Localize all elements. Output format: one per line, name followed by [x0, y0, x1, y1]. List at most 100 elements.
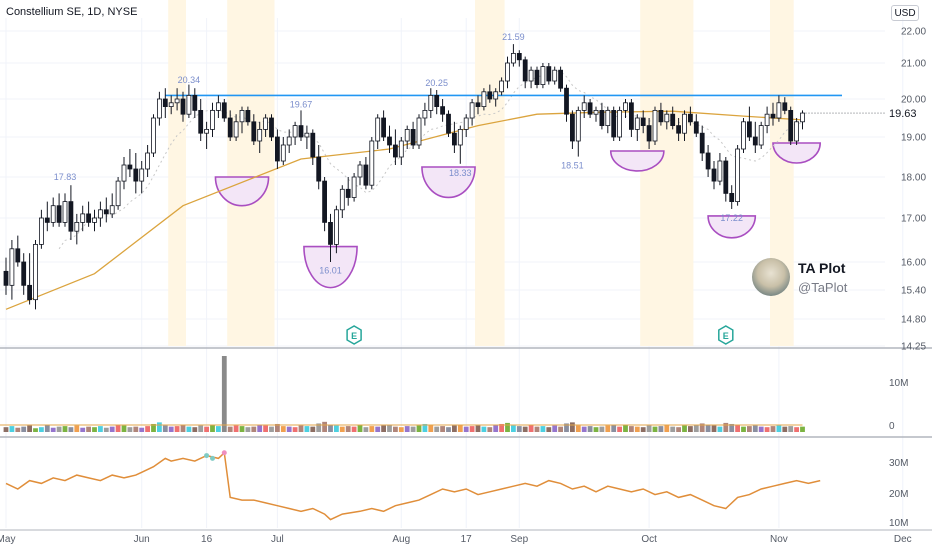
- candle-body: [310, 132, 316, 158]
- candle-body: [103, 209, 109, 215]
- pivot-label: 16.01: [319, 266, 342, 276]
- candle: [564, 84, 569, 122]
- volume-bar: [457, 424, 463, 432]
- indicator-line: [5, 451, 821, 521]
- candle: [676, 118, 681, 141]
- pivot-label: 17.83: [54, 172, 77, 182]
- currency-button[interactable]: USD: [891, 5, 919, 21]
- volume-bar: [693, 424, 699, 432]
- volume-bar: [593, 427, 599, 432]
- candle-body: [623, 102, 628, 111]
- indicator-pane: [5, 450, 821, 521]
- candle-body: [3, 270, 9, 286]
- volume-bar: [381, 425, 386, 432]
- candle: [192, 88, 198, 118]
- candle-body: [292, 125, 298, 138]
- candle: [658, 102, 664, 126]
- volume-pane: [0, 356, 805, 432]
- volume-bar: [658, 426, 664, 432]
- candle: [487, 84, 493, 103]
- indicator-dot: [210, 455, 215, 461]
- candle: [269, 114, 274, 141]
- volume-bar: [198, 425, 204, 432]
- candle: [729, 185, 735, 209]
- candle-body: [398, 140, 404, 158]
- candle: [682, 110, 687, 141]
- candle-body: [56, 205, 62, 223]
- volume-bar: [664, 425, 670, 432]
- candle: [593, 106, 599, 122]
- earnings-icon-label: E: [723, 331, 729, 341]
- candle-body: [699, 132, 705, 154]
- candle: [534, 66, 540, 89]
- candle: [711, 161, 717, 190]
- candle-body: [27, 284, 33, 301]
- candle-body: [274, 136, 280, 162]
- volume-bar: [404, 426, 410, 432]
- volume-bar: [393, 426, 398, 432]
- candle-body: [670, 113, 676, 126]
- candle-body: [39, 217, 44, 245]
- candle-body: [33, 243, 38, 301]
- candle-body: [186, 95, 192, 115]
- candle: [33, 240, 38, 310]
- candle-body: [611, 110, 617, 138]
- candle: [434, 90, 440, 115]
- candle-body: [375, 117, 381, 142]
- candle: [623, 99, 628, 118]
- volume-bar: [269, 426, 274, 432]
- candle: [210, 102, 215, 137]
- candle-body: [575, 110, 581, 142]
- time-axis-label: May: [0, 534, 15, 545]
- candle-body: [233, 121, 239, 138]
- candle: [670, 106, 676, 130]
- candle: [115, 177, 121, 210]
- candle: [469, 99, 475, 126]
- price-axis-label: 20.00: [901, 95, 926, 106]
- volume-bar: [275, 423, 280, 432]
- candle-body: [204, 128, 210, 134]
- volume-bar: [682, 425, 687, 432]
- price-axis-label: 15.40: [901, 286, 926, 297]
- candle-body: [723, 160, 729, 194]
- volume-bar: [652, 426, 658, 432]
- candle: [558, 66, 563, 92]
- volume-bar: [723, 422, 729, 432]
- candle-body: [688, 113, 693, 123]
- volume-bar: [304, 426, 310, 432]
- bowl-pattern: [303, 245, 358, 289]
- candle: [27, 253, 33, 305]
- pivot-label: 21.59: [502, 32, 525, 42]
- candle: [404, 125, 410, 149]
- bowl-patterns: [214, 142, 822, 289]
- candle: [145, 145, 151, 177]
- volume-bar: [133, 426, 139, 432]
- volume-bar: [747, 426, 752, 432]
- candle: [764, 106, 770, 134]
- candle: [664, 110, 670, 130]
- candle-body: [333, 209, 339, 245]
- candle-body: [446, 113, 451, 134]
- candle-body: [351, 176, 357, 198]
- candle-body: [44, 217, 50, 223]
- candle-body: [162, 98, 168, 107]
- candle: [552, 66, 558, 85]
- candle: [640, 110, 646, 134]
- candle-body: [168, 102, 174, 108]
- volume-bar: [440, 426, 445, 432]
- candle: [605, 106, 611, 134]
- candle-body: [440, 106, 446, 115]
- candle-body: [221, 102, 227, 119]
- bowl-pattern: [707, 215, 757, 239]
- candle: [245, 106, 251, 126]
- candle: [333, 205, 339, 254]
- volume-bar: [505, 422, 510, 432]
- candle-body: [127, 164, 133, 170]
- candle: [629, 99, 634, 137]
- candle: [428, 88, 434, 118]
- volume-bar: [481, 426, 487, 432]
- volume-bar: [646, 425, 652, 432]
- candle: [239, 106, 245, 134]
- candle: [251, 114, 257, 145]
